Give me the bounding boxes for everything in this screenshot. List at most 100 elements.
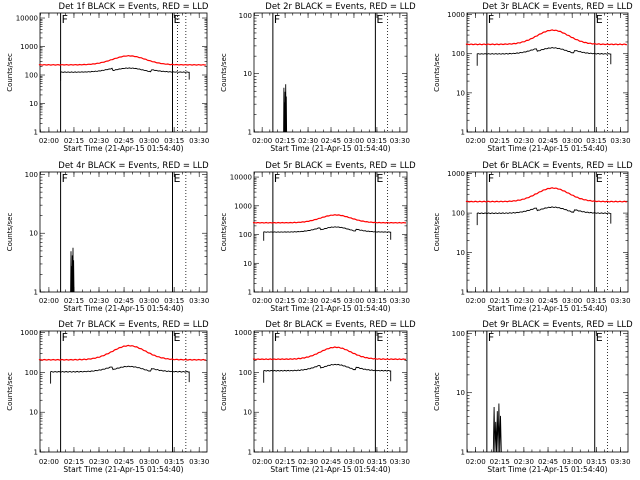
x-tick-label: 02:30 — [89, 458, 109, 466]
lld-series-line — [38, 54, 206, 66]
x-tick-label: 02:45 — [538, 137, 558, 145]
y-tick-label: 10 — [29, 230, 38, 238]
chart-title: Det 1f BLACK = Events, RED = LLD — [59, 2, 209, 12]
x-tick-label: 03:15 — [367, 137, 387, 145]
lld-series-line — [252, 346, 406, 361]
y-axis-label: Counts/sec — [433, 372, 441, 411]
y-tick-label: 1 — [461, 449, 465, 457]
y-tick-label: 10 — [243, 409, 252, 417]
plot-frame — [466, 330, 629, 453]
marker-label: F — [62, 172, 68, 185]
y-axis-label: Counts/sec — [6, 53, 14, 92]
chart-title: Det 6r BLACK = Events, RED = LLD — [482, 161, 633, 171]
x-axis-label: Start Time (21-Apr-15 01:54:40) — [63, 304, 183, 313]
marker-label: E — [596, 172, 603, 185]
y-tick-label: 100 — [452, 210, 465, 218]
y-tick-label: 100 — [25, 369, 38, 377]
y-tick-label: 10 — [243, 260, 252, 268]
x-tick-label: 02:15 — [275, 137, 295, 145]
y-tick-label: 100 — [452, 330, 465, 338]
events-series-line — [70, 247, 75, 293]
x-axis-label: Start Time (21-Apr-15 01:54:40) — [487, 144, 607, 153]
y-tick-label: 100 — [239, 369, 252, 377]
x-tick-label: 03:30 — [610, 297, 630, 305]
y-tick-label: 100 — [452, 50, 465, 58]
x-tick-label: 02:15 — [64, 137, 84, 145]
x-tick-label: 02:00 — [252, 137, 272, 145]
x-tick-label: 02:45 — [321, 297, 341, 305]
marker-label: E — [173, 172, 180, 185]
plot-frame — [466, 171, 629, 293]
y-axis-label: Counts/sec — [220, 213, 228, 252]
events-series-line — [263, 363, 392, 383]
y-axis-label: Counts/sec — [433, 213, 441, 252]
x-tick-label: 03:00 — [562, 137, 582, 145]
marker-label: F — [488, 331, 494, 344]
marker-label: E — [173, 331, 180, 344]
lld-series-line — [252, 214, 406, 224]
panel-2: Det 2r BLACK = Events, RED = LLD 1 10 100 02… — [220, 2, 416, 153]
x-tick-label: 02:00 — [39, 137, 59, 145]
y-tick-label: 10 — [456, 89, 465, 97]
marker-label: E — [376, 331, 383, 344]
x-tick-label: 02:15 — [490, 297, 510, 305]
chart-title: Det 3r BLACK = Events, RED = LLD — [482, 2, 633, 12]
marker-label: F — [274, 331, 280, 344]
x-tick-label: 03:15 — [586, 458, 606, 466]
x-tick-label: 02:30 — [89, 137, 109, 145]
x-tick-label: 02:30 — [298, 137, 318, 145]
y-axis-label: Counts/sec — [6, 213, 14, 252]
x-tick-label: 02:45 — [538, 297, 558, 305]
x-tick-label: 02:15 — [275, 458, 295, 466]
marker-label: F — [274, 172, 280, 185]
plot-frame — [39, 330, 208, 453]
y-tick-label: 1000 — [234, 329, 252, 337]
y-tick-label: 1000 — [447, 11, 465, 19]
x-tick-label: 02:15 — [64, 458, 84, 466]
y-tick-label: 1000 — [234, 202, 252, 210]
x-tick-label: 02:00 — [465, 137, 485, 145]
y-tick-label: 1 — [461, 129, 465, 137]
x-tick-label: 02:30 — [89, 297, 109, 305]
x-tick-label: 02:30 — [514, 297, 534, 305]
y-tick-label: 1 — [34, 449, 38, 457]
x-tick-label: 03:00 — [562, 458, 582, 466]
x-axis-label: Start Time (21-Apr-15 01:54:40) — [487, 465, 607, 474]
events-series-line — [476, 47, 612, 66]
x-tick-label: 02:00 — [39, 458, 59, 466]
events-series-line — [283, 84, 288, 133]
y-tick-label: 1 — [248, 289, 252, 297]
x-tick-label: 02:15 — [275, 297, 295, 305]
y-tick-label: 1 — [34, 129, 38, 137]
marker-label: E — [376, 172, 383, 185]
events-series-line — [492, 403, 502, 453]
events-series-line — [50, 365, 190, 384]
y-axis-label: Counts/sec — [220, 53, 228, 92]
x-tick-label: 02:30 — [514, 458, 534, 466]
x-tick-label: 03:15 — [586, 297, 606, 305]
y-tick-label: 1 — [461, 289, 465, 297]
y-axis-label: Counts/sec — [433, 53, 441, 92]
x-tick-label: 02:15 — [490, 137, 510, 145]
panel-8: Det 8r BLACK = Events, RED = LLD 1 10 100 10… — [220, 320, 416, 474]
x-tick-label: 03:15 — [164, 137, 184, 145]
x-axis-label: Start Time (21-Apr-15 01:54:40) — [270, 144, 390, 153]
events-series-line — [263, 226, 392, 241]
x-tick-label: 03:15 — [164, 297, 184, 305]
y-tick-label: 1000 — [20, 43, 38, 51]
x-axis-label: Start Time (21-Apr-15 01:54:40) — [63, 144, 183, 153]
x-tick-label: 03:00 — [562, 297, 582, 305]
marker-label: E — [173, 13, 180, 26]
events-series-line — [60, 67, 190, 81]
x-axis-label: Start Time (21-Apr-15 01:54:40) — [270, 304, 390, 313]
marker-label: E — [596, 331, 603, 344]
x-tick-label: 02:30 — [514, 137, 534, 145]
marker-label: E — [596, 13, 603, 26]
panel-5: Det 5r BLACK = Events, RED = LLD 1 10 100 10… — [220, 161, 416, 313]
x-tick-label: 03:00 — [344, 458, 364, 466]
x-tick-label: 03:00 — [344, 297, 364, 305]
x-tick-label: 02:00 — [252, 297, 272, 305]
panel-7: Det 7r BLACK = Events, RED = LLD 1 10 100 10… — [6, 320, 209, 474]
marker-label: F — [488, 172, 494, 185]
y-axis-label: Counts/sec — [220, 372, 228, 411]
